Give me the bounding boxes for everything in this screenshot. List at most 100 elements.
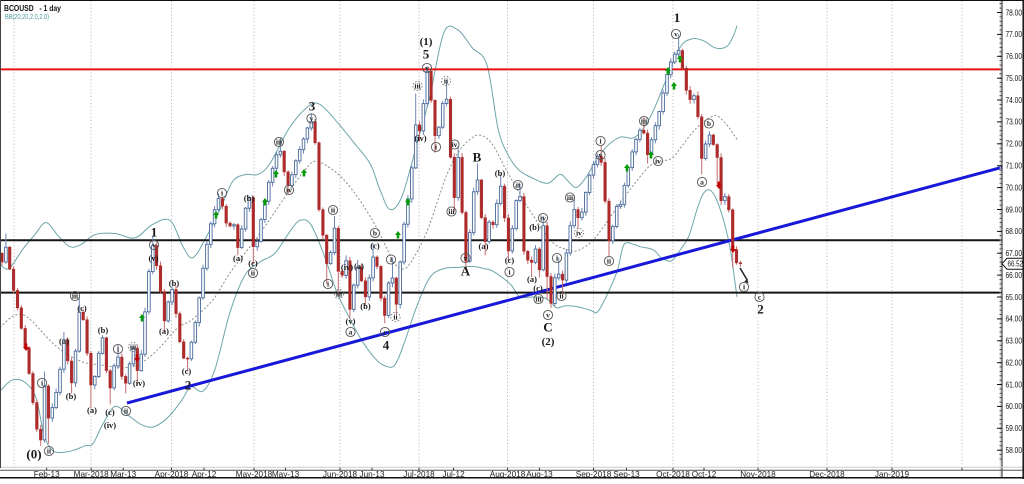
svg-text:ii: ii	[331, 206, 335, 215]
svg-text:(c): (c)	[77, 303, 87, 313]
svg-text:Apr-2018: Apr-2018	[155, 470, 189, 479]
svg-text:66.00: 66.00	[1006, 271, 1023, 280]
svg-text:64.00: 64.00	[1006, 315, 1023, 324]
svg-text:iii: iii	[130, 343, 136, 352]
svg-text:iv: iv	[576, 229, 582, 238]
svg-text:i: i	[743, 283, 745, 292]
svg-text:b: b	[707, 119, 711, 128]
svg-text:iii: iii	[641, 117, 647, 126]
svg-text:v: v	[674, 30, 678, 39]
svg-text:(1): (1)	[420, 36, 433, 48]
svg-text:2: 2	[185, 378, 192, 393]
svg-text:(b): (b)	[529, 222, 540, 232]
svg-text:Mar-13: Mar-13	[110, 470, 136, 479]
svg-text:78.00: 78.00	[1006, 8, 1023, 17]
svg-text:v: v	[425, 64, 429, 73]
svg-text:72.00: 72.00	[1006, 140, 1023, 149]
svg-text:i: i	[221, 189, 223, 198]
svg-text:i: i	[117, 345, 119, 354]
svg-text:66.52: 66.52	[1008, 260, 1024, 269]
svg-text:(iv): (iv)	[341, 262, 353, 272]
svg-text:BCOUSD - 1 day: BCOUSD - 1 day	[4, 3, 61, 13]
svg-text:Mar-2018: Mar-2018	[74, 470, 109, 479]
svg-text:Sep-13: Sep-13	[613, 470, 640, 479]
svg-text:v: v	[152, 241, 156, 250]
svg-text:Feb-13: Feb-13	[34, 470, 60, 479]
svg-text:5: 5	[423, 47, 430, 62]
svg-text:67.00: 67.00	[1006, 249, 1023, 258]
svg-text:i: i	[41, 379, 43, 388]
svg-text:Oct-12: Oct-12	[692, 470, 717, 479]
svg-text:(a): (a)	[233, 253, 243, 263]
svg-text:i: i	[327, 280, 329, 289]
svg-text:iv: iv	[540, 214, 546, 223]
svg-text:iii: iii	[72, 292, 78, 301]
svg-text:v: v	[464, 254, 468, 263]
svg-text:76.00: 76.00	[1006, 52, 1023, 61]
svg-text:v: v	[546, 311, 550, 320]
svg-text:Jan-2019: Jan-2019	[875, 470, 910, 479]
svg-text:(a): (a)	[527, 274, 537, 284]
svg-text:(a): (a)	[59, 336, 69, 346]
svg-text:iv: iv	[286, 186, 292, 195]
svg-text:i: i	[599, 137, 601, 146]
svg-text:(b): (b)	[244, 193, 255, 203]
svg-text:60.00: 60.00	[1006, 402, 1023, 411]
svg-text:(c): (c)	[248, 258, 258, 268]
svg-text:58.00: 58.00	[1006, 446, 1023, 455]
svg-text:(c): (c)	[370, 241, 380, 251]
svg-text:C: C	[543, 320, 552, 335]
svg-text:77.00: 77.00	[1006, 30, 1023, 39]
svg-text:(iv): (iv)	[133, 378, 145, 388]
svg-text:ii: ii	[251, 269, 255, 278]
svg-text:v: v	[599, 151, 603, 160]
svg-text:(a): (a)	[87, 405, 97, 415]
svg-text:(b): (b)	[495, 168, 506, 178]
svg-text:Apr-12: Apr-12	[192, 470, 217, 479]
svg-text:i: i	[435, 143, 437, 152]
svg-text:(c): (c)	[505, 255, 515, 265]
svg-text:1: 1	[674, 10, 681, 25]
svg-text:Jun-13: Jun-13	[359, 470, 384, 479]
svg-text:i: i	[556, 254, 558, 263]
svg-text:c: c	[758, 293, 762, 302]
svg-text:ii: ii	[559, 292, 563, 301]
svg-text:(2): (2)	[542, 336, 555, 348]
svg-text:61.00: 61.00	[1006, 380, 1023, 389]
svg-text:iii: iii	[336, 290, 342, 299]
svg-text:Sep-2018: Sep-2018	[576, 470, 612, 479]
svg-text:a: a	[700, 178, 704, 187]
svg-text:ii: ii	[607, 257, 611, 266]
svg-text:i: i	[508, 268, 510, 277]
svg-text:ii: ii	[393, 313, 397, 322]
svg-text:Nov-2018: Nov-2018	[740, 470, 776, 479]
svg-text:(iv): (iv)	[104, 420, 116, 430]
svg-text:Aug-13: Aug-13	[526, 470, 553, 479]
svg-text:69.00: 69.00	[1006, 205, 1023, 214]
svg-text:a: a	[349, 328, 353, 337]
svg-text:4: 4	[383, 338, 390, 353]
svg-text:i: i	[390, 255, 392, 264]
svg-text:75.00: 75.00	[1006, 74, 1023, 83]
svg-text:(c): (c)	[182, 366, 192, 376]
svg-text:b: b	[373, 229, 377, 238]
svg-text:iii: iii	[414, 82, 420, 91]
svg-text:iii: iii	[567, 193, 573, 202]
svg-text:ii: ii	[444, 77, 448, 86]
svg-text:(b): (b)	[169, 278, 180, 288]
svg-text:ii: ii	[124, 407, 128, 416]
svg-text:BB(20,20,2.0,2.0): BB(20,20,2.0,2.0)	[5, 12, 49, 21]
svg-text:71.00: 71.00	[1006, 162, 1023, 171]
svg-text:Jul-2018: Jul-2018	[403, 470, 435, 479]
svg-text:c: c	[383, 328, 387, 337]
svg-text:(b): (b)	[360, 301, 371, 311]
svg-text:Dec-2018: Dec-2018	[809, 470, 845, 479]
svg-text:iv: iv	[452, 140, 458, 149]
svg-text:1: 1	[151, 225, 158, 240]
svg-text:May-13: May-13	[272, 470, 300, 479]
svg-text:62.00: 62.00	[1006, 359, 1023, 368]
svg-text:70.00: 70.00	[1006, 183, 1023, 192]
svg-text:73.00: 73.00	[1006, 118, 1023, 127]
svg-text:3: 3	[309, 99, 316, 114]
svg-text:iv: iv	[655, 157, 661, 166]
